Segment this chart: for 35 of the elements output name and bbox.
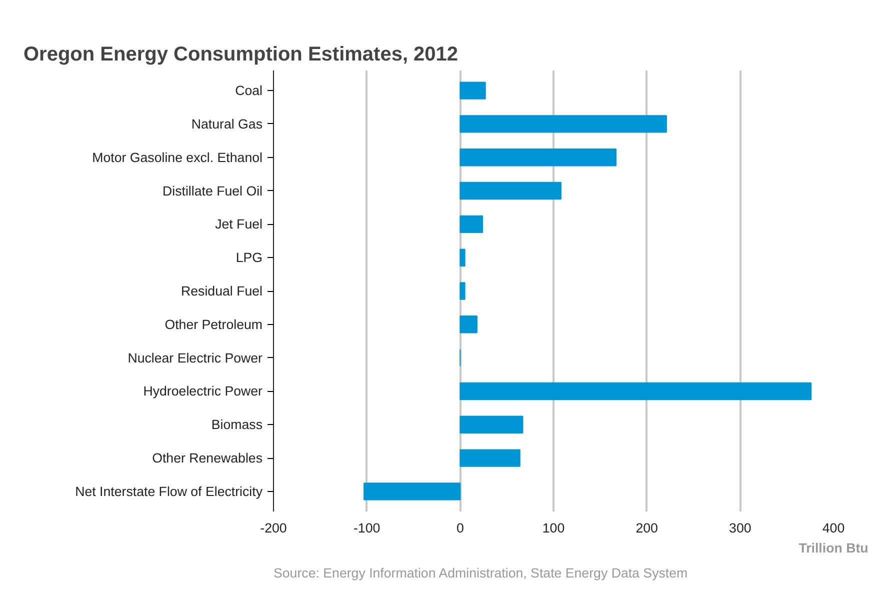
- y-tick-label: Motor Gasoline excl. Ethanol: [92, 150, 263, 165]
- x-tick-label: 0: [456, 520, 464, 536]
- bar: [364, 482, 461, 500]
- bar: [460, 248, 466, 266]
- x-tick-label: -100: [353, 520, 380, 536]
- bar: [460, 182, 562, 200]
- y-tick-label: Coal: [235, 83, 263, 98]
- y-tick-label: Residual Fuel: [181, 284, 263, 298]
- bar: [460, 215, 484, 234]
- y-tick-label: Hydroelectric Power: [143, 384, 264, 399]
- y-tick-label: Other Petroleum: [164, 316, 262, 332]
- x-tick-label: 100: [542, 520, 565, 536]
- y-tick-label: Nuclear Electric Power: [128, 350, 264, 366]
- bar: [460, 282, 466, 300]
- y-tick-label: Other Renewables: [152, 450, 263, 466]
- x-tick-label: 300: [729, 520, 752, 536]
- bar: [460, 82, 486, 100]
- y-tick-label: Distillate Fuel Oil: [162, 183, 263, 198]
- bar: [460, 115, 667, 133]
- y-tick-label: Jet Fuel: [215, 216, 263, 232]
- bar: [460, 316, 478, 334]
- y-tick-label: LPG: [236, 250, 263, 266]
- y-tick-label: Biomass: [211, 417, 263, 432]
- bar: [460, 382, 812, 400]
- chart-title: Oregon Energy Consumption Estimates, 2012: [24, 44, 458, 66]
- source-note: Source: Energy Information Administration, State Energy Data System: [274, 566, 688, 580]
- x-axis-title: Trillion Btu: [798, 540, 868, 556]
- y-tick-label: Natural Gas: [191, 116, 263, 132]
- bar: [460, 416, 524, 434]
- bar: [460, 449, 520, 467]
- x-tick-label: -200: [260, 520, 287, 536]
- y-tick-label: Net Interstate Flow of Electricity: [75, 484, 263, 499]
- x-tick-label: 400: [822, 520, 845, 536]
- bar: [460, 148, 617, 166]
- x-tick-label: 200: [636, 520, 658, 536]
